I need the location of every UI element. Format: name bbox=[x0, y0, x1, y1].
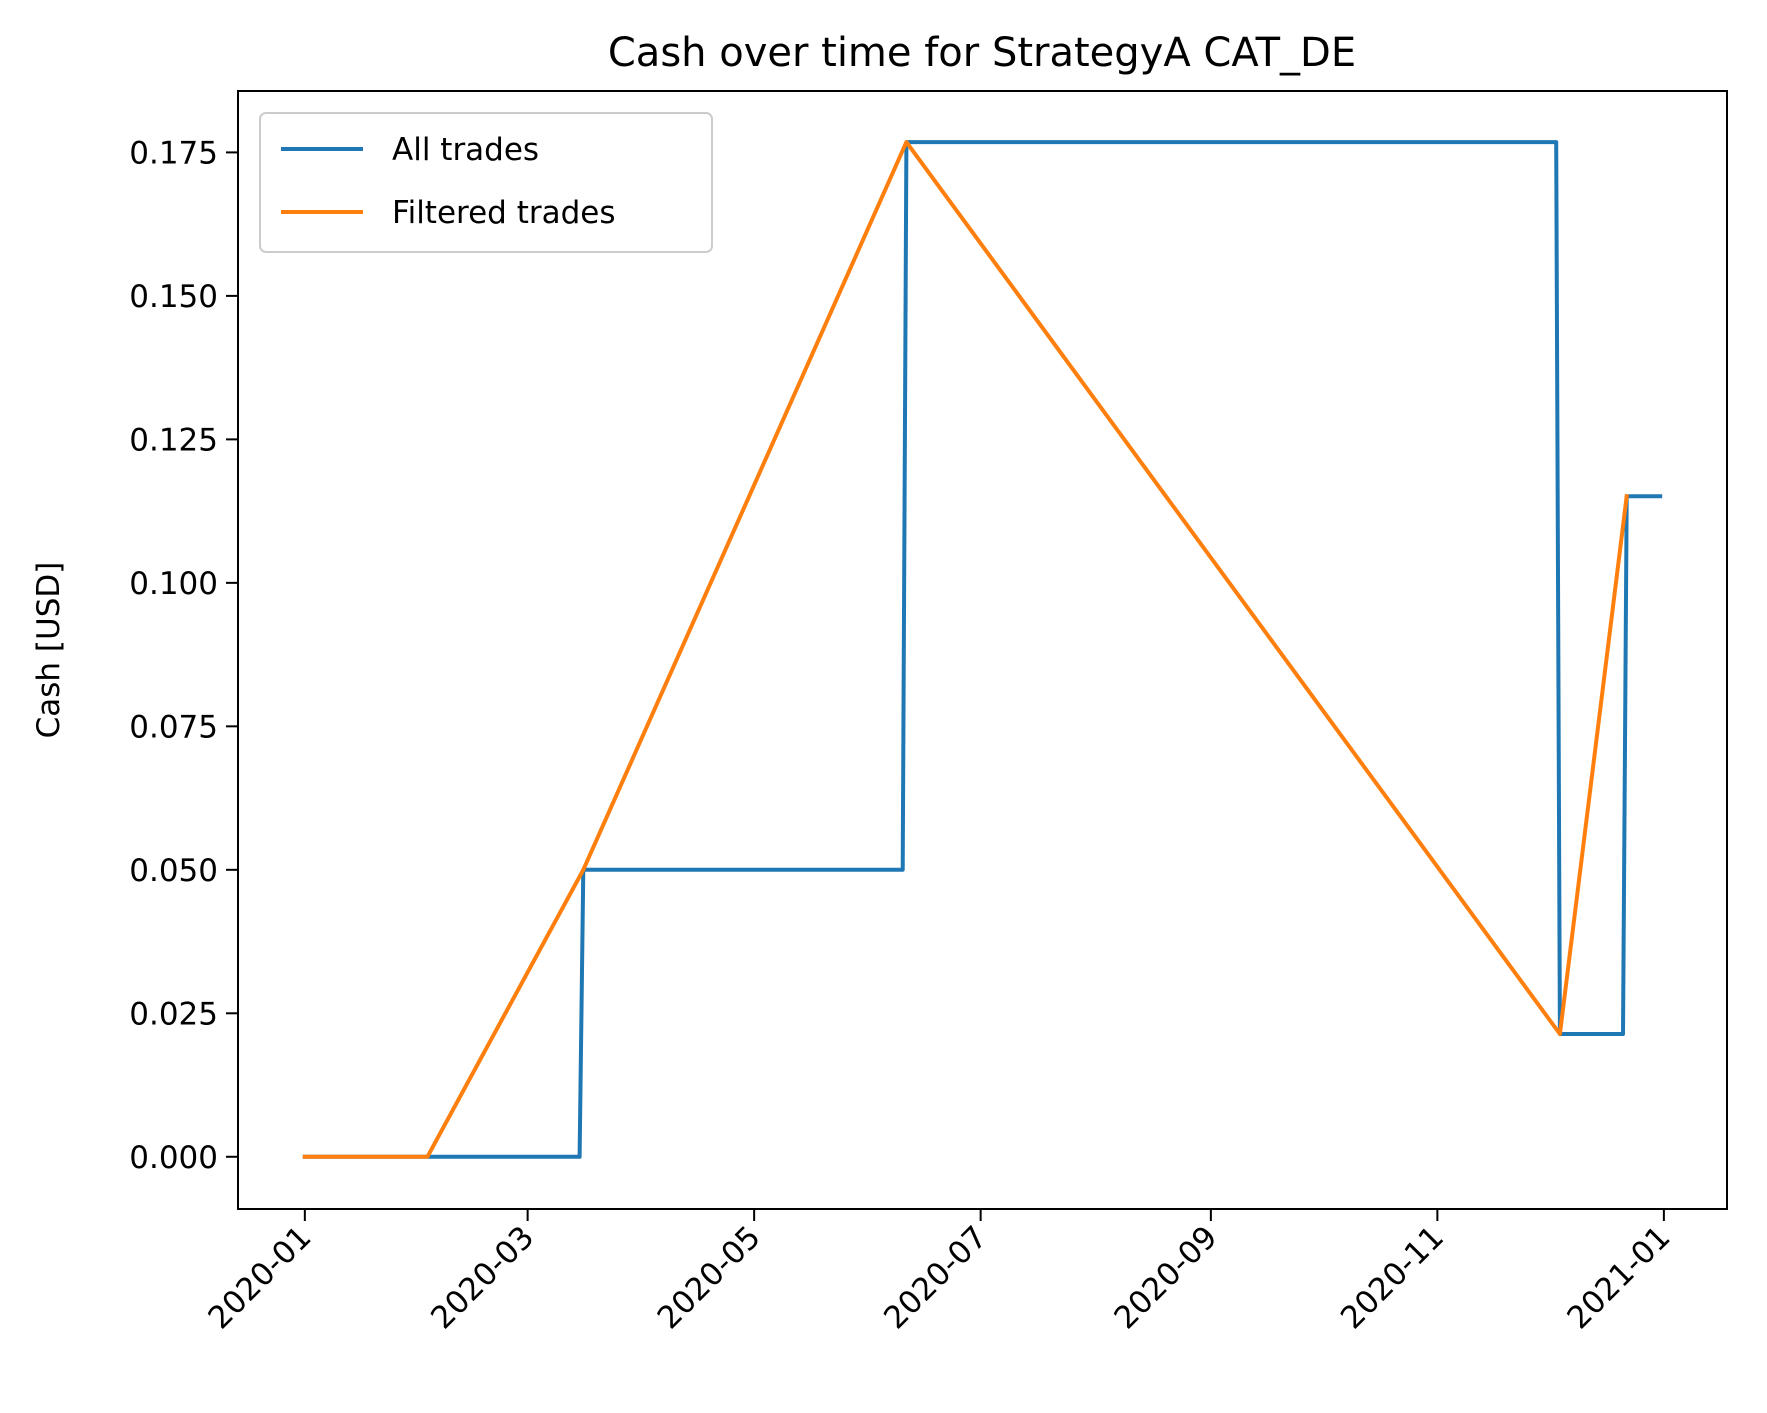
chart-title: Cash over time for StrategyA CAT_DE bbox=[608, 30, 1356, 76]
x-tick-label: 2020-11 bbox=[1334, 1219, 1451, 1336]
series-line-filtered-trades bbox=[302, 140, 1629, 1159]
y-tick-label: 0.000 bbox=[129, 1140, 218, 1176]
y-tick-label: 0.125 bbox=[129, 422, 218, 458]
x-tick-label: 2021-01 bbox=[1560, 1219, 1677, 1336]
y-tick-label: 0.075 bbox=[129, 709, 218, 745]
series-line-all-trades bbox=[302, 140, 1663, 1159]
x-tick-label: 2020-01 bbox=[201, 1219, 318, 1336]
x-tick-label: 2020-05 bbox=[651, 1219, 768, 1336]
series-layer bbox=[302, 140, 1663, 1159]
x-tick-label: 2020-07 bbox=[877, 1219, 994, 1336]
y-axis: 0.000 0.025 0.050 0.075 0.100 0.125 0.150 0.175 bbox=[129, 135, 238, 1176]
legend-label: All trades bbox=[392, 132, 539, 168]
x-tick-label: 2020-03 bbox=[424, 1219, 541, 1336]
y-tick-label: 0.050 bbox=[129, 853, 218, 889]
x-axis: 2020-01 2020-03 2020-05 2020-07 2020-09 2020-… bbox=[201, 1209, 1678, 1336]
y-axis-label: Cash [USD] bbox=[31, 562, 67, 739]
plot-frame bbox=[237, 90, 1728, 1210]
y-tick-label: 0.150 bbox=[129, 279, 218, 315]
y-tick-label: 0.175 bbox=[129, 135, 218, 171]
y-tick-label: 0.100 bbox=[129, 566, 218, 602]
legend: All trades Filtered trades bbox=[259, 112, 713, 253]
x-tick-label: 2020-09 bbox=[1107, 1219, 1224, 1336]
legend-label: Filtered trades bbox=[392, 195, 616, 231]
y-tick-label: 0.025 bbox=[129, 996, 218, 1032]
legend-box bbox=[259, 112, 713, 253]
